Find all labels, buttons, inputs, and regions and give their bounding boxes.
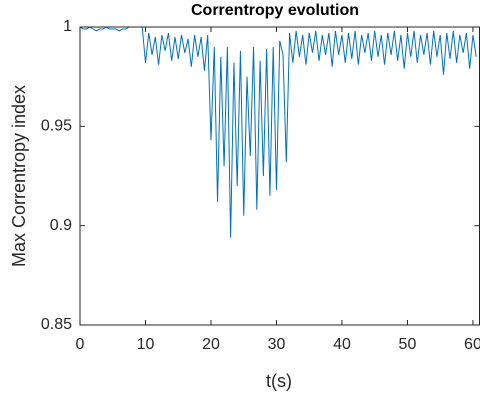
y-axis-label: Max Correntropy index xyxy=(9,85,29,267)
x-tick-label: 20 xyxy=(202,336,220,353)
x-tick-label: 10 xyxy=(137,336,155,353)
x-tick-label: 50 xyxy=(399,336,417,353)
y-tick-label: 0.85 xyxy=(41,316,72,333)
x-tick-label: 60 xyxy=(464,336,480,353)
axes-box xyxy=(79,26,480,326)
x-tick-label: 40 xyxy=(333,336,351,353)
y-tick-label: 0.9 xyxy=(50,217,72,234)
chart-title: Correntropy evolution xyxy=(191,2,359,19)
x-tick-label: 30 xyxy=(268,336,286,353)
x-axis-label: t(s) xyxy=(266,371,292,391)
x-tick-label: 0 xyxy=(76,336,85,353)
y-tick-label: 1 xyxy=(63,18,72,35)
data-line xyxy=(80,27,477,238)
y-tick-label: 0.95 xyxy=(41,118,72,135)
